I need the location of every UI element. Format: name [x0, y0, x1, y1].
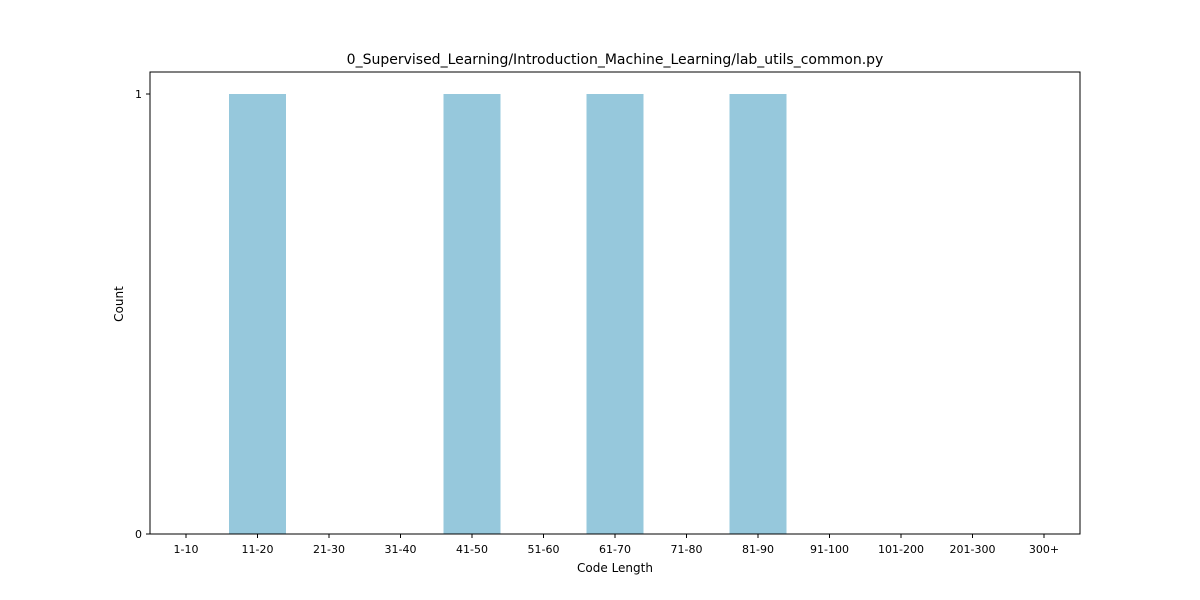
- chart-title: 0_Supervised_Learning/Introduction_Machi…: [347, 52, 884, 68]
- x-axis-ticks: 1-10 11-20 21-30 31-40 41-50 51-60 61-70 71-80 8…: [174, 534, 1059, 556]
- x-tick-label: 101-200: [878, 543, 924, 556]
- bar-41-50: [443, 94, 501, 534]
- y-tick-label: 0: [135, 528, 142, 541]
- x-tick-label: 61-70: [599, 543, 631, 556]
- bar-11-20: [229, 94, 286, 534]
- x-tick-label: 81-90: [742, 543, 774, 556]
- bar-81-90: [729, 94, 787, 534]
- x-tick-label: 21-30: [313, 543, 345, 556]
- x-axis-label: Code Length: [577, 561, 653, 575]
- bars-group: [229, 94, 787, 534]
- x-tick-label: 11-20: [242, 543, 274, 556]
- x-tick-label: 1-10: [174, 543, 199, 556]
- x-tick-label: 201-300: [950, 543, 996, 556]
- x-tick-label: 71-80: [671, 543, 703, 556]
- x-tick-label: 31-40: [385, 543, 417, 556]
- bar-61-70: [586, 94, 644, 534]
- x-tick-label: 51-60: [528, 543, 560, 556]
- x-tick-label: 300+: [1029, 543, 1059, 556]
- y-axis-ticks: 01: [135, 88, 150, 541]
- x-tick-label: 41-50: [456, 543, 488, 556]
- x-tick-label: 91-100: [810, 543, 849, 556]
- y-tick-label: 1: [135, 88, 142, 101]
- y-axis-label: Count: [112, 286, 126, 322]
